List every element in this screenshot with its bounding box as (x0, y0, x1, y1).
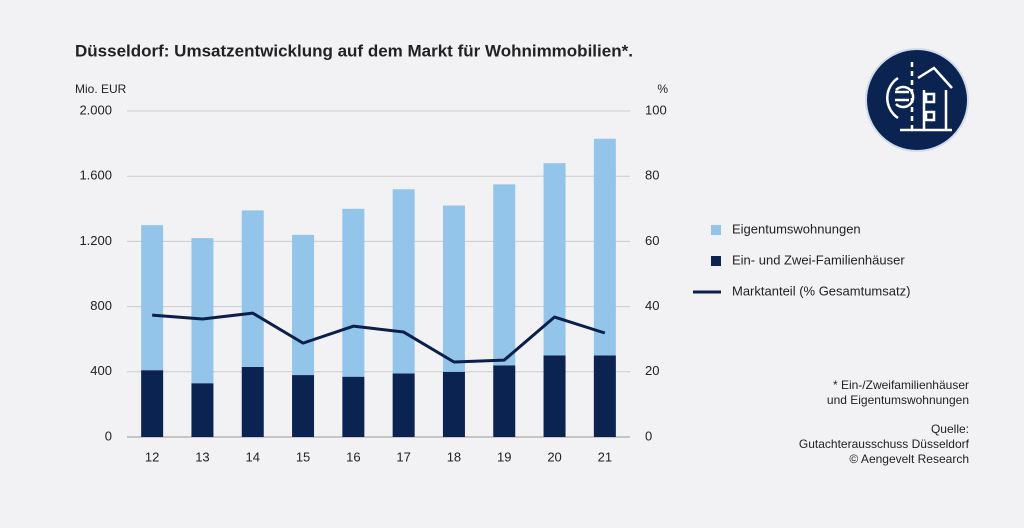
bar (593, 355, 616, 437)
source: © Aengevelt Research (849, 452, 969, 466)
bar (241, 366, 264, 437)
line (152, 311, 606, 364)
x-tick-label: 16 (346, 449, 360, 464)
source: Quelle: (931, 422, 969, 436)
bar (191, 238, 214, 384)
y-tick-label: 0 (105, 428, 112, 443)
x-tick-label: 21 (598, 449, 612, 464)
bar (593, 138, 616, 356)
legend-label: Eigentumswohnungen (732, 221, 861, 236)
bar (442, 371, 465, 437)
y2-tick-label: 80 (645, 168, 659, 183)
y-tick-label: 800 (90, 298, 112, 313)
y2-tick-label: 20 (645, 363, 659, 378)
y2-tick-label: 0 (645, 428, 652, 443)
bar (493, 184, 516, 366)
bar (342, 208, 365, 377)
bar (392, 373, 415, 437)
x-tick-label: 14 (246, 449, 260, 464)
bar (543, 163, 566, 356)
x-tick-label: 18 (447, 449, 461, 464)
y-tick-label: 1.200 (79, 233, 112, 248)
note: * Ein-/Zweifamilienhäuser (833, 378, 969, 392)
bar (392, 189, 415, 374)
bar (191, 383, 214, 437)
bar (141, 225, 164, 371)
y2-tick-label: 40 (645, 298, 659, 313)
icon (865, 48, 969, 152)
note: und Eigentumswohnungen (827, 393, 969, 407)
y-tick-label: 1.600 (79, 168, 112, 183)
y-tick-label: 2.000 (79, 102, 112, 117)
x-tick-label: 12 (145, 449, 159, 464)
bar (442, 205, 465, 372)
chart-title: Düsseldorf: Umsatzentwicklung auf dem Ma… (75, 41, 633, 60)
x-tick-label: 19 (497, 449, 511, 464)
bar (292, 375, 315, 437)
y2-axis-label: % (657, 82, 668, 96)
legend-swatch (711, 225, 721, 235)
legend-swatch (711, 256, 721, 266)
x-tick-label: 15 (296, 449, 310, 464)
bar (292, 234, 315, 376)
y-axis-label: Mio. EUR (75, 82, 127, 96)
bar (342, 376, 365, 437)
bar (241, 210, 264, 367)
x-tick-label: 20 (547, 449, 561, 464)
legend-label: Ein- und Zwei-Familienhäuser (732, 252, 905, 267)
legend-label: Marktanteil (% Gesamtumsatz) (732, 283, 910, 298)
y2-tick-label: 60 (645, 233, 659, 248)
x-tick-label: 13 (195, 449, 209, 464)
bar (543, 355, 566, 437)
bar (493, 365, 516, 437)
bar (141, 370, 164, 437)
y-tick-label: 400 (90, 363, 112, 378)
y2-tick-label: 100 (645, 102, 667, 117)
x-tick-label: 17 (396, 449, 410, 464)
source: Gutachterausschuss Düsseldorf (799, 437, 970, 451)
